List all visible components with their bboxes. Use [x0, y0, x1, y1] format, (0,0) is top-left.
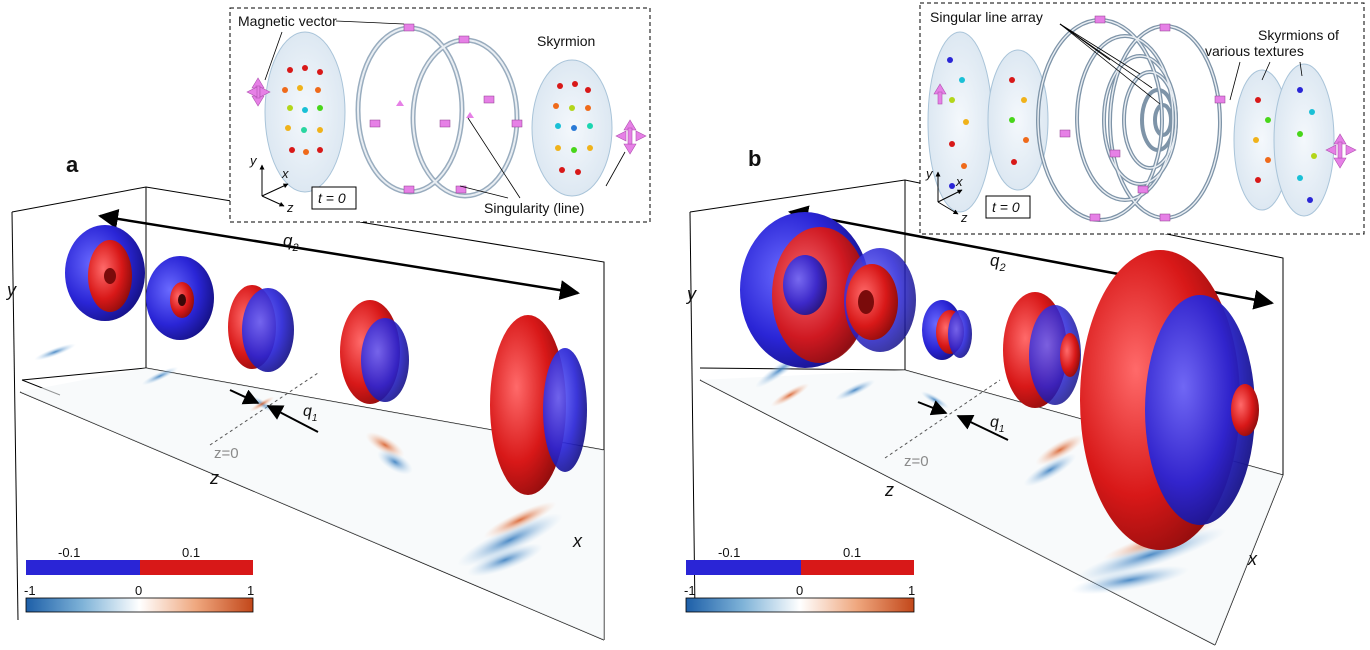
panel-a-isosurface-1 [65, 225, 145, 321]
panel-b-inset-y-label: y [925, 166, 934, 181]
panel-a-inset: Magnetic vector Skyrmion Singularity (li… [229, 7, 651, 223]
panel-b-inset-right-vectors [1253, 87, 1317, 203]
panel-a-iso-label-pos: 0.1 [182, 545, 200, 560]
panel-b-z-axis-label: z [884, 480, 894, 500]
panel-a-q1-arrows: q1 [229, 389, 319, 433]
panel-a-inset-right-vectors [553, 81, 593, 175]
panel-a-q2-arrow [98, 208, 580, 301]
panel-a-floor-shading [20, 368, 604, 640]
panel-a-inset-skyrmion-label: Skyrmion [537, 33, 595, 49]
panel-a-field-tick-max: 1 [247, 583, 254, 598]
panel-b-inset-left-vectors [947, 57, 1029, 189]
panel-b-iso-pos-bar [801, 560, 914, 575]
panel-a-inset-magnetic-vector-label: Magnetic vector [238, 13, 337, 29]
panel-b-inset-skyrmion-2 [987, 49, 1049, 191]
panel-b-inset-skyrmion-4 [1273, 63, 1335, 217]
panel-b-field-tick-mid: 0 [796, 583, 803, 598]
panel-a-q2-label: q2 [283, 231, 299, 254]
panel-a-z0-line [209, 372, 319, 446]
panel-a-x-axis-label: x [572, 531, 583, 551]
panel-a-iso-pos-bar [140, 560, 253, 575]
panel-a: a y z x z=0 q2 [5, 7, 651, 641]
panel-b: b y z x z=0 q2 [684, 2, 1365, 646]
panel-b-y-axis-label: y [685, 284, 697, 304]
panel-a-iso-label-neg: -0.1 [58, 545, 80, 560]
panel-b-isosurface-2 [844, 248, 916, 352]
panel-a-iso-neg-bar [26, 560, 140, 575]
panel-b-q1-arrows: q1 [917, 400, 1009, 441]
panel-b-isosurface-3 [922, 300, 972, 360]
panel-a-inset-y-label: y [249, 153, 258, 168]
panel-a-isosurface-2 [146, 256, 214, 340]
panel-a-inset-time-box [311, 186, 357, 210]
panel-a-inset-left-vectors [282, 65, 323, 155]
panel-b-inset: Singular line array Skyrmions of various… [919, 2, 1365, 235]
panel-b-isosurface-1 [740, 212, 870, 368]
panel-b-inset-skyrmions-line1: Skyrmions of [1258, 27, 1339, 43]
panel-a-z-axis-label: z [209, 468, 219, 488]
panel-b-colorbars: -0.1 0.1 -1 0 1 [684, 545, 915, 613]
panel-b-q1-label: q1 [990, 414, 1004, 435]
panel-b-q2-label: q2 [990, 251, 1006, 274]
panel-b-inset-z-label: z [960, 210, 968, 225]
panel-b-inset-singular-line-array-label: Singular line array [930, 9, 1043, 25]
panel-a-inset-time-label: t = 0 [318, 190, 346, 206]
panel-a-isosurface-3 [228, 285, 294, 372]
panel-a-isosurface-4 [340, 300, 409, 404]
panel-a-inset-ring-markers [369, 23, 523, 194]
panel-b-inset-time-label: t = 0 [992, 199, 1020, 215]
panel-a-inset-z-label: z [286, 200, 294, 215]
panel-b-inset-time-box [985, 195, 1031, 219]
panel-b-field-tick-min: -1 [684, 583, 696, 598]
panel-a-inset-x-label: x [281, 166, 289, 181]
panel-a-field-bar [25, 597, 254, 613]
panel-a-inset-magnetic-arrow-right [615, 119, 647, 155]
panel-b-inset-skyrmions-line2: various textures [1205, 43, 1304, 59]
panel-b-inset-magnetic-arrows [933, 83, 1357, 169]
panel-b-iso-label-neg: -0.1 [718, 545, 740, 560]
panel-b-iso-label-pos: 0.1 [843, 545, 861, 560]
panel-b-inset-axes: y x z [925, 166, 968, 225]
panel-b-field-tick-max: 1 [908, 583, 915, 598]
panel-b-z0-line [884, 379, 1001, 459]
panel-a-inset-singularity-label: Singularity (line) [484, 200, 584, 216]
panel-b-isosurface-4 [1003, 292, 1081, 408]
panel-a-colorbars: -0.1 0.1 -1 0 1 [24, 545, 254, 613]
panel-b-iso-neg-bar [686, 560, 801, 575]
panel-a-field-tick-min: -1 [24, 583, 36, 598]
panel-a-inset-axes: y x z [249, 153, 294, 215]
panel-b-label: b [748, 146, 761, 171]
panel-a-q1-label: q1 [303, 403, 317, 424]
panel-a-y-axis-label: y [5, 280, 17, 300]
panel-a-label: a [66, 152, 79, 177]
panel-b-isosurface-5 [1080, 250, 1259, 550]
panel-b-z0-label: z=0 [904, 453, 929, 470]
panel-a-inset-magnetic-arrow-left [246, 77, 271, 107]
panel-b-inset-ring-markers [1059, 15, 1226, 222]
panel-b-inset-x-label: x [955, 174, 963, 189]
panel-a-field-tick-mid: 0 [135, 583, 142, 598]
panel-b-x-axis-label: x [1247, 549, 1258, 569]
panel-b-field-bar [685, 597, 915, 613]
panel-a-z0-label: z=0 [214, 445, 239, 462]
panel-a-isosurface-5 [490, 315, 587, 495]
